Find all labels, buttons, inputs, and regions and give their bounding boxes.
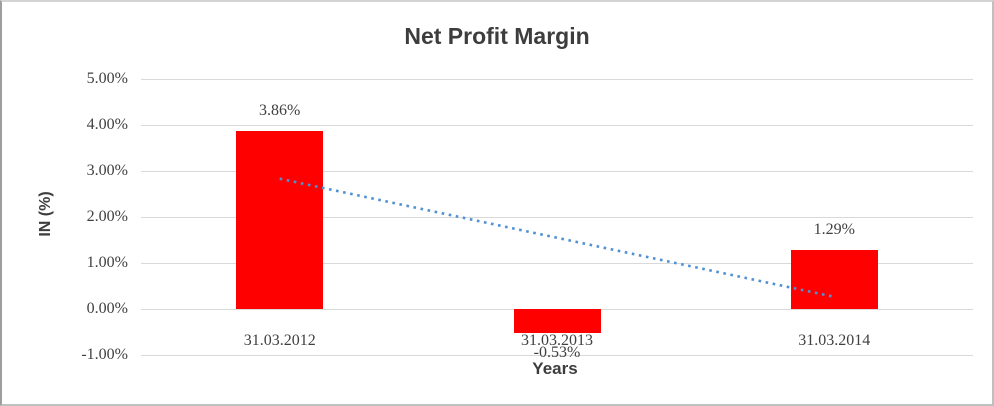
data-label: 3.86%: [259, 102, 301, 120]
y-tick-label: 0.00%: [86, 299, 128, 317]
chart-title: Net Profit Margin: [404, 23, 590, 49]
gridline: [141, 125, 973, 126]
y-tick-label: 5.00%: [86, 70, 128, 88]
gridline: [141, 79, 973, 81]
bar: [790, 249, 878, 309]
y-tick-label: 2.00%: [86, 207, 128, 225]
y-tick-label: 3.00%: [86, 161, 128, 179]
data-label: 1.29%: [813, 220, 855, 238]
trendline: [279, 177, 835, 299]
gridline: [141, 354, 973, 356]
bar: [513, 308, 601, 333]
category-label: 31.03.2014: [798, 332, 871, 349]
x-axis-title: Years: [532, 359, 578, 378]
bar: [236, 131, 324, 309]
gridline: [141, 170, 973, 172]
y-tick-label: 4.00%: [86, 116, 128, 133]
category-label: 31.03.2012: [243, 332, 316, 349]
category-label: 31.03.2013: [521, 332, 593, 349]
data-label: -0.53%: [533, 344, 581, 361]
y-tick-label: 1.00%: [86, 253, 128, 271]
y-tick-label: -1.00%: [81, 345, 128, 363]
